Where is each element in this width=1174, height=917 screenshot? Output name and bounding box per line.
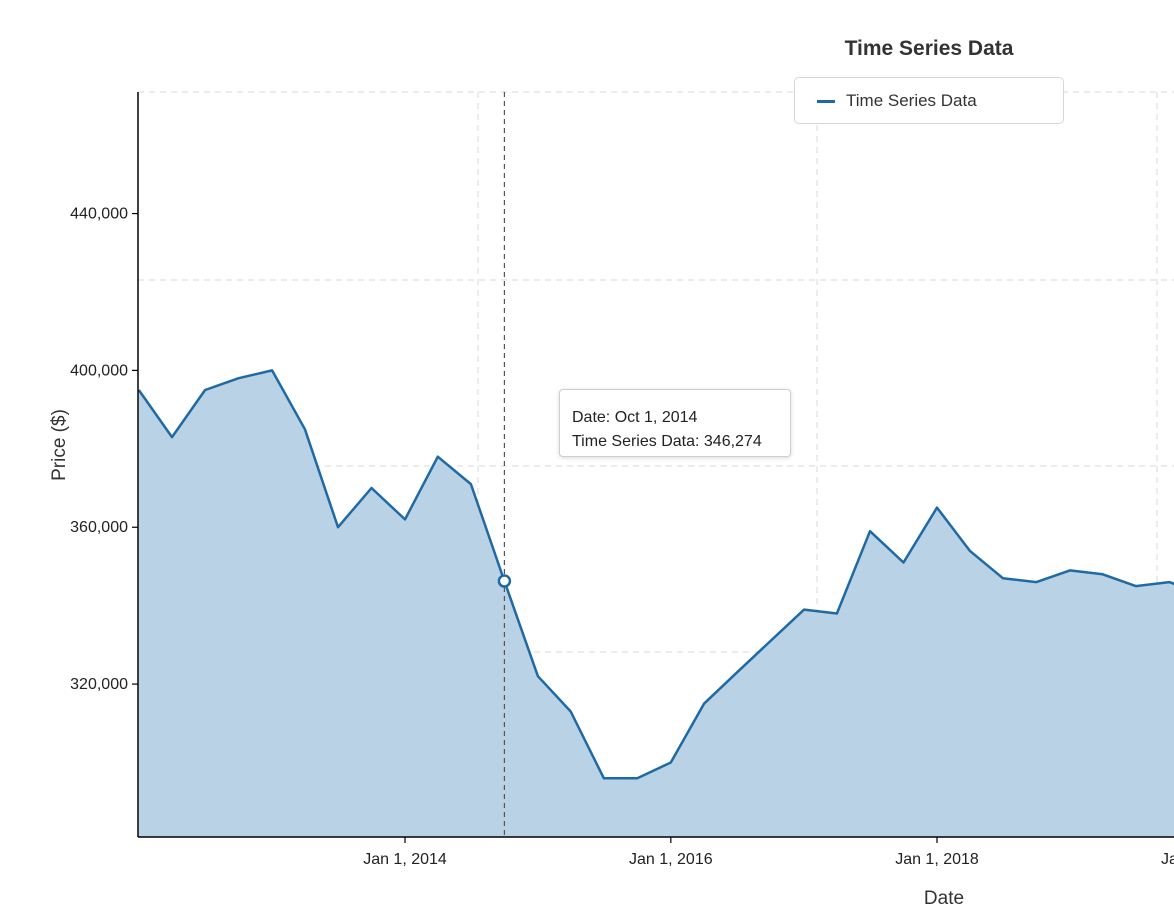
y-axis-title: Price ($) — [49, 409, 70, 481]
area-fill — [138, 370, 1174, 837]
axes — [132, 92, 1174, 843]
tooltip-value: Time Series Data: 346,274 — [572, 433, 762, 450]
chart-title: Time Series Data — [845, 37, 1014, 60]
x-tick-label: Jan 1, 2016 — [629, 851, 713, 868]
x-tick-label: Jan 1, 2018 — [895, 851, 979, 868]
y-tick-label: 360,000 — [70, 519, 128, 536]
y-tick-label: 320,000 — [70, 676, 128, 693]
legend[interactable]: Time Series Data — [794, 77, 1064, 124]
tick-labels: Jan 1, 2014 Jan 1, 2016 Jan 1, 2018 Jan 1, … — [70, 206, 1174, 868]
tooltip-date: Date: Oct 1, 2014 — [572, 409, 698, 426]
tooltip: Date: Oct 1, 2014 Time Series Data: 346,… — [559, 389, 791, 457]
legend-swatch — [817, 100, 835, 103]
x-tick-label: Jan 1, 2020 — [1161, 851, 1174, 868]
x-tick-label: Jan 1, 2014 — [363, 851, 447, 868]
x-axis-title: Date — [924, 888, 964, 909]
series-line — [137, 369, 1174, 780]
legend-label: Time Series Data — [846, 91, 977, 110]
y-tick-label: 440,000 — [70, 206, 128, 223]
hover-point-marker[interactable] — [497, 574, 512, 588]
y-tick-label: 400,000 — [70, 362, 128, 379]
